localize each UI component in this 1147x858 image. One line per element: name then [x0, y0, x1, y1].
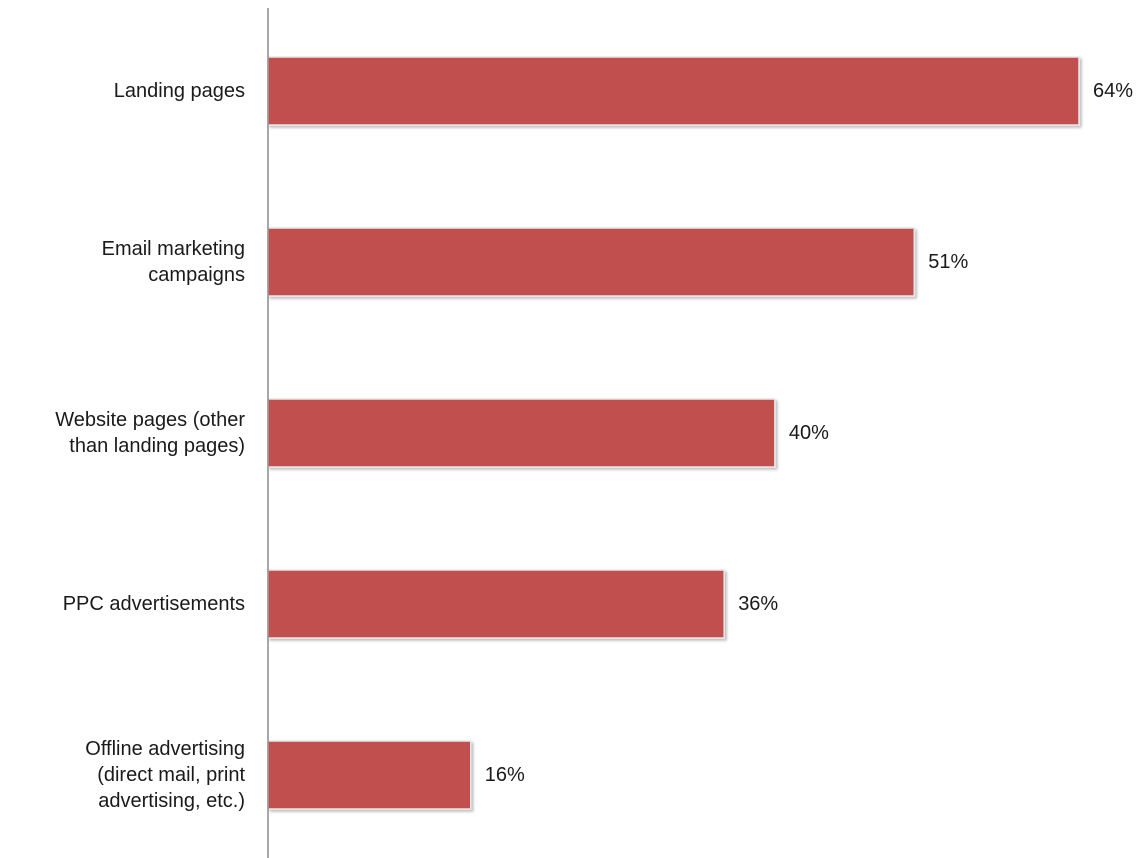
bar — [267, 569, 725, 639]
category-label-line: Offline advertising — [85, 738, 245, 760]
category-label-line: Landing pages — [114, 80, 245, 102]
category-label-line: Email marketing — [102, 238, 245, 260]
data-label: 64% — [1093, 80, 1133, 102]
data-label: 51% — [928, 251, 968, 273]
category-label: Email marketing campaigns — [102, 238, 245, 286]
category-label: Website pages (other than landing pages) — [55, 409, 245, 457]
data-label: 36% — [738, 593, 778, 615]
category-label-line: campaigns — [148, 264, 245, 286]
bar — [267, 740, 472, 810]
bar — [267, 398, 776, 468]
category-label-line: (direct mail, print — [97, 764, 245, 786]
data-label: 40% — [789, 422, 829, 444]
labels-layer: 64% Landing pages 51% Email marketing campai… — [55, 80, 1133, 812]
category-label: Offline advertising (direct mail, print ad… — [85, 738, 245, 812]
bars-layer — [267, 56, 1080, 810]
category-label-line: PPC advertisements — [63, 593, 245, 615]
category-label-line: advertising, etc.) — [98, 790, 245, 812]
data-label: 16% — [485, 764, 525, 786]
category-label-line: than landing pages) — [69, 435, 245, 457]
category-label: PPC advertisements — [63, 593, 245, 615]
category-label: Landing pages — [114, 80, 245, 102]
category-label-line: Website pages (other — [55, 409, 245, 431]
bar — [267, 56, 1080, 126]
bar — [267, 227, 916, 297]
